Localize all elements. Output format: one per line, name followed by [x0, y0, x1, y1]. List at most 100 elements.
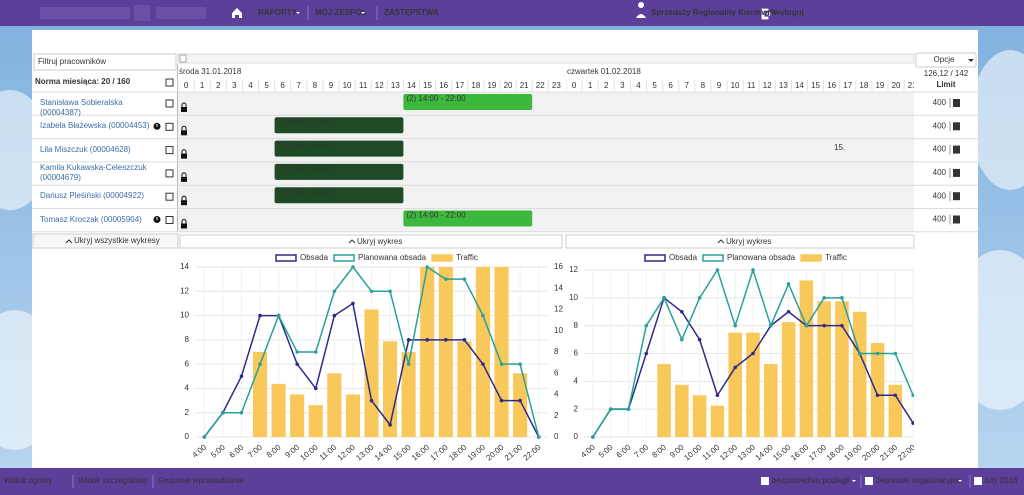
y2-tick-label: 10 [554, 326, 563, 335]
bar [271, 383, 286, 437]
bar [764, 363, 778, 437]
chart-toggle[interactable] [565, 234, 915, 249]
checkbox[interactable] [165, 146, 174, 155]
point [369, 289, 374, 294]
bar [710, 405, 725, 437]
hour-label: 4 [248, 81, 253, 90]
bar [781, 322, 796, 437]
shift-bar[interactable] [274, 163, 404, 180]
row-bg [178, 92, 914, 116]
options-button[interactable] [915, 52, 977, 68]
checkbox[interactable] [165, 169, 174, 178]
hour-label: 14 [795, 81, 804, 90]
hour-label: 15 [811, 81, 820, 90]
point [733, 323, 738, 328]
shift-label: (1) 6:00 - 14:00 [278, 187, 333, 196]
bar [852, 311, 867, 437]
point [911, 393, 914, 398]
point [715, 393, 720, 398]
hour-label: 21 [520, 81, 529, 90]
hour-label: 0 [572, 81, 577, 90]
point [499, 398, 504, 403]
employee-name: Dariusz Pleśiński (00004922) [40, 191, 145, 201]
nav-item[interactable]: RAPORTY [258, 8, 298, 17]
point [332, 289, 337, 294]
hour-label: 15 [423, 81, 432, 90]
hour-label: 9 [329, 81, 334, 90]
footer-icon [974, 477, 982, 485]
point [751, 351, 755, 356]
checkbox-all[interactable] [165, 78, 174, 87]
calendar-icon[interactable] [953, 99, 960, 107]
limit: 400 [933, 215, 947, 224]
calendar-icon[interactable] [953, 145, 960, 154]
hour-label: 6 [280, 81, 285, 90]
caret [296, 12, 300, 14]
shift-bar[interactable] [403, 210, 533, 227]
point [295, 350, 299, 354]
hide-all-button[interactable] [32, 233, 179, 249]
point [388, 289, 392, 294]
home-icon[interactable] [232, 8, 242, 18]
logout-icon[interactable] [761, 8, 772, 20]
y-tick-label: 8 [185, 335, 190, 344]
shift-bar[interactable] [274, 117, 404, 134]
calendar-icon[interactable] [953, 192, 960, 201]
point [680, 337, 684, 342]
norm: Norma miesiąca: 20 / 160 [35, 77, 131, 86]
shift-bar[interactable] [403, 94, 533, 110]
legend-swatch [333, 254, 355, 262]
calendar-icon[interactable] [953, 215, 960, 224]
calendar-icon[interactable] [953, 168, 960, 177]
nav-faded [40, 5, 206, 21]
logout[interactable]: wyloguj [773, 8, 804, 17]
footer-link[interactable]: bezpośrednio podlegli [772, 476, 850, 485]
footer-link[interactable]: Widok szczegółowy [78, 476, 148, 485]
hour-label: 12 [763, 81, 772, 90]
limit-header: Limit [936, 80, 955, 89]
checkbox[interactable] [165, 216, 174, 224]
point [768, 323, 773, 328]
chart-toggle[interactable] [179, 234, 563, 249]
shift-bar[interactable] [274, 187, 404, 204]
limit: 400 [933, 191, 947, 200]
point [893, 393, 898, 398]
scrollbar[interactable] [177, 53, 915, 64]
y-tick-label: 12 [180, 286, 189, 295]
legend-label: Obsada [669, 253, 698, 262]
user-name: Sprzedaży Regionalny Kierownik [651, 8, 777, 17]
shift-bar[interactable] [274, 140, 404, 157]
checkbox[interactable] [165, 99, 174, 108]
footer-link[interactable]: Jednostki organizacyjne [876, 476, 962, 485]
footer-link[interactable]: Grupowe wprowadzanie [158, 476, 244, 485]
footer-link[interactable]: luty 2018 [985, 476, 1018, 485]
lock-shackle [181, 172, 187, 177]
legend-label: Planowana obsada [358, 253, 427, 262]
checkbox[interactable] [165, 192, 174, 201]
point [697, 296, 702, 300]
hour-label: 16 [827, 81, 836, 90]
nav-item[interactable]: MÓJ ZESPÓŁ [315, 8, 367, 17]
filter-input[interactable] [33, 53, 177, 71]
point [662, 296, 666, 300]
checkbox[interactable] [165, 122, 174, 131]
point [313, 350, 318, 354]
hour-label: 11 [747, 81, 756, 90]
bar [888, 384, 903, 437]
legend-swatch [275, 254, 297, 262]
lock-shackle [181, 149, 187, 154]
day-label: czwartek 01.02.2018 [567, 67, 641, 76]
nav-item[interactable]: ZASTĘPSTWA [384, 8, 439, 17]
hour-label: 2 [604, 81, 609, 90]
footer-link[interactable]: Widok ogólny [4, 476, 52, 485]
point [444, 338, 448, 342]
footer [0, 468, 1024, 495]
y-tick-label: 2 [574, 404, 579, 413]
point [351, 265, 355, 269]
bar [817, 301, 831, 437]
scroll-thumb[interactable] [179, 54, 187, 63]
chart-toggle-label: Ukryj wykres [357, 237, 402, 246]
hour-label: 5 [264, 81, 269, 90]
calendar-icon[interactable] [953, 122, 960, 131]
